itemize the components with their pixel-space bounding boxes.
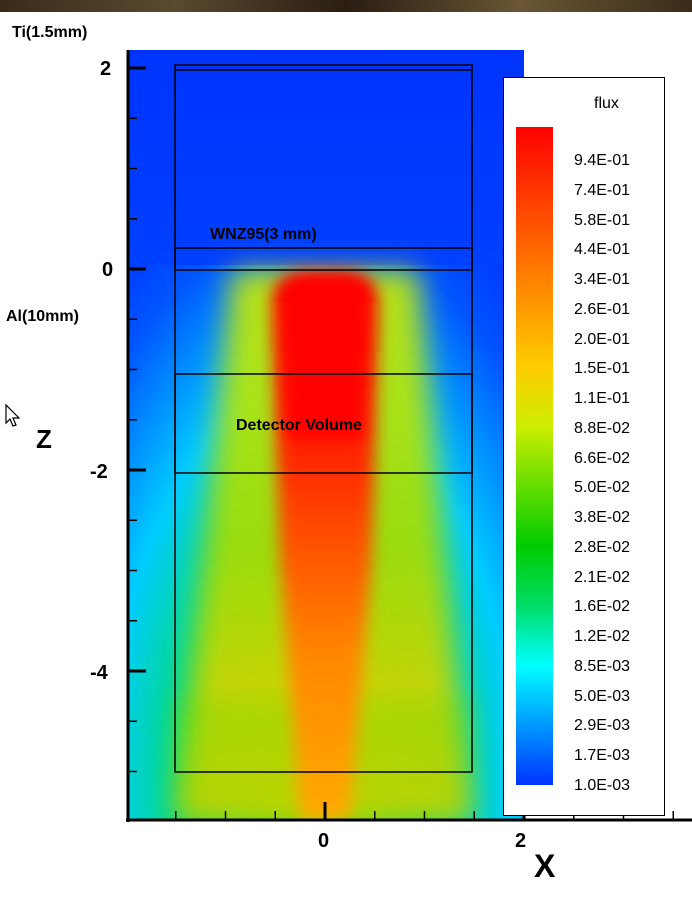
colorbar-level-label: 8.8E-02 — [574, 419, 631, 437]
colorbar-level-label: 1.2E-02 — [574, 628, 631, 646]
colorbar-level-label: 7.4E-01 — [574, 181, 631, 199]
mouse-pointer-icon — [5, 403, 21, 427]
colorbar-level-label: 1.7E-03 — [574, 747, 631, 765]
axes — [126, 50, 692, 822]
x-tick-label: 2 — [515, 830, 527, 852]
heatmap-field — [128, 50, 524, 820]
colorbar-level-label: 1.6E-02 — [574, 598, 631, 616]
colorbar-level-label: 1.5E-01 — [574, 360, 631, 378]
colorbar-level-label: 2.8E-02 — [574, 538, 631, 556]
colorbar-level-label: 5.8E-01 — [574, 211, 631, 229]
top-strip — [0, 0, 692, 12]
colorbar-level-label: 5.0E-03 — [574, 687, 631, 705]
detector-volume-outline — [174, 373, 473, 474]
wnz95-layer-outline — [174, 247, 473, 271]
detector-volume-label: Detector Volume — [236, 417, 362, 434]
y-tick-label: 2 — [100, 58, 112, 80]
x-axis-title: X — [534, 848, 556, 884]
colorbar-level-label: 8.5E-03 — [574, 657, 631, 675]
colorbar-level-label: 2.6E-01 — [574, 300, 631, 318]
y-axis-title: Z — [36, 424, 52, 454]
region-outlines — [174, 64, 473, 773]
y-tick-label: -4 — [90, 662, 108, 684]
colorbar-level-label: 1.1E-01 — [574, 390, 631, 408]
colorbar-level-label: 3.8E-02 — [574, 509, 631, 527]
ti-annotation: Ti(1.5mm) — [12, 24, 88, 41]
colorbar-level-label: 9.4E-01 — [574, 152, 631, 169]
colorbar-level-label: 4.4E-01 — [574, 241, 631, 259]
colorbar-title: flux — [594, 95, 619, 112]
al-annotation: Al(10mm) — [6, 308, 79, 325]
y-ticks — [128, 66, 146, 773]
colorbar-level-label: 2.0E-01 — [574, 330, 631, 348]
colorbar-level-label: 5.0E-02 — [574, 479, 631, 497]
wnz95-label: WNZ95(3 mm) — [210, 226, 317, 243]
colorbar-gradient — [516, 127, 553, 785]
colorbar-legend: flux 9.4E-01 7.4E-01 5.8E-01 4.4E-01 3.4E-01… — [503, 77, 665, 816]
x-tick-label: 0 — [318, 830, 330, 852]
colorbar-level-label: 1.0E-03 — [574, 777, 631, 794]
colorbar-level-label: 3.4E-01 — [574, 271, 631, 289]
y-tick-label: 0 — [102, 259, 114, 281]
colorbar-level-label: 2.9E-03 — [574, 717, 631, 735]
colorbar-level-label: 6.6E-02 — [574, 449, 631, 467]
y-tick-label: -2 — [90, 461, 108, 483]
colorbar-level-label: 2.1E-02 — [574, 568, 631, 586]
